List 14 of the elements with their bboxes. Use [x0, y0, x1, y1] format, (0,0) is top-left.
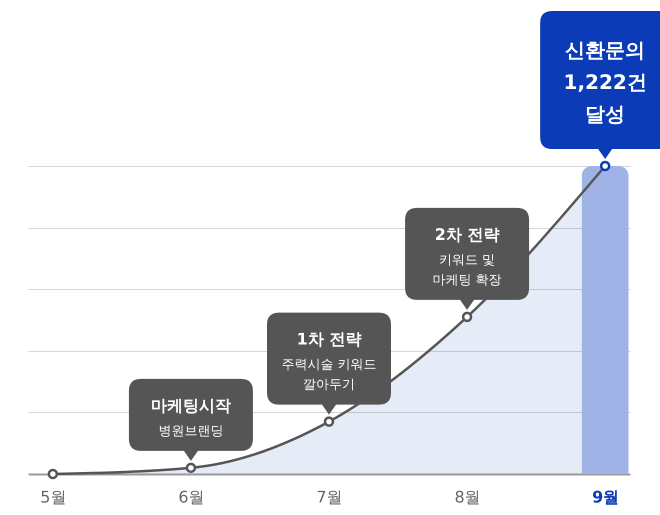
point [324, 416, 334, 427]
annotation: 1차 전략 주력시술 키워드 깔아두기 [281, 330, 377, 393]
point [186, 462, 196, 474]
annotation: 마케팅시작 병원브랜딩 [150, 396, 231, 439]
x-tick-label: 5월 [40, 488, 66, 506]
x-tick-label: 9월 [592, 488, 620, 506]
annotation: 2차 전략 키워드 및 마케팅 확장 [432, 224, 502, 288]
x-tick-label: 6월 [178, 488, 205, 506]
annotation: 신환문의 1,222건 달성 [564, 38, 647, 126]
point [48, 468, 58, 480]
point [600, 160, 610, 172]
x-tick-label: 8월 [454, 488, 481, 506]
x-tick-label: 7월 [316, 488, 343, 506]
point [462, 312, 472, 322]
